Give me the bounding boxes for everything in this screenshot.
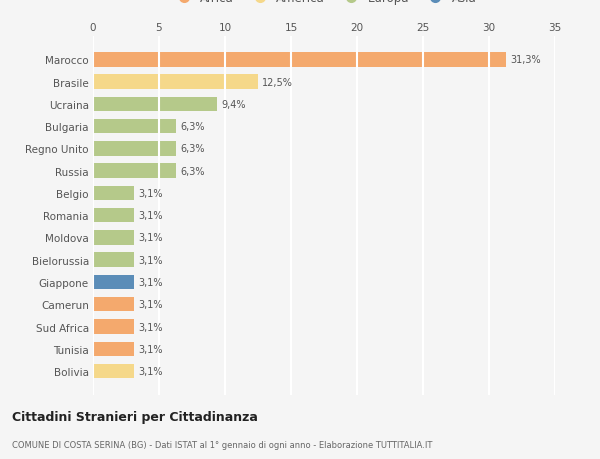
Text: 6,3%: 6,3%	[180, 122, 205, 132]
Bar	[93, 120, 176, 134]
Bar	[93, 164, 176, 179]
Bar	[93, 142, 176, 157]
Bar	[93, 75, 258, 90]
Text: 3,1%: 3,1%	[138, 233, 163, 243]
Bar	[93, 253, 134, 268]
Text: 3,1%: 3,1%	[138, 322, 163, 332]
Text: 12,5%: 12,5%	[262, 78, 293, 87]
Text: 9,4%: 9,4%	[221, 100, 245, 110]
Text: 3,1%: 3,1%	[138, 300, 163, 309]
Bar	[93, 297, 134, 312]
Bar	[93, 53, 506, 67]
Text: 6,3%: 6,3%	[180, 144, 205, 154]
Text: 31,3%: 31,3%	[510, 55, 541, 65]
Bar	[93, 342, 134, 356]
Text: 3,1%: 3,1%	[138, 344, 163, 354]
Bar	[93, 275, 134, 290]
Text: Cittadini Stranieri per Cittadinanza: Cittadini Stranieri per Cittadinanza	[12, 410, 258, 423]
Bar	[93, 186, 134, 201]
Text: 6,3%: 6,3%	[180, 166, 205, 176]
Text: 3,1%: 3,1%	[138, 366, 163, 376]
Legend: Africa, America, Europa, Asia: Africa, America, Europa, Asia	[167, 0, 481, 9]
Text: 3,1%: 3,1%	[138, 255, 163, 265]
Bar	[93, 231, 134, 245]
Text: 3,1%: 3,1%	[138, 189, 163, 198]
Text: 3,1%: 3,1%	[138, 211, 163, 221]
Bar	[93, 97, 217, 112]
Text: COMUNE DI COSTA SERINA (BG) - Dati ISTAT al 1° gennaio di ogni anno - Elaborazio: COMUNE DI COSTA SERINA (BG) - Dati ISTAT…	[12, 441, 433, 449]
Text: 3,1%: 3,1%	[138, 277, 163, 287]
Bar	[93, 208, 134, 223]
Bar	[93, 364, 134, 379]
Bar	[93, 319, 134, 334]
